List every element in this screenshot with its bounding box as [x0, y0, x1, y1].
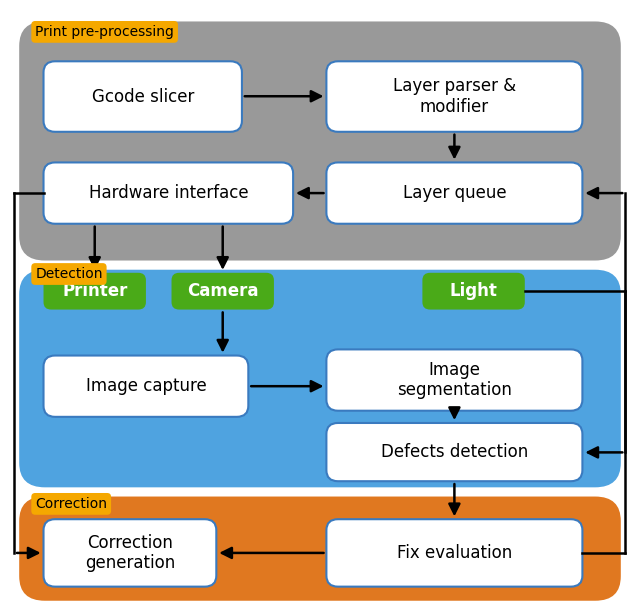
Text: Layer queue: Layer queue — [403, 184, 506, 202]
FancyBboxPatch shape — [44, 273, 146, 310]
FancyBboxPatch shape — [19, 21, 621, 261]
Text: Hardware interface: Hardware interface — [88, 184, 248, 202]
Text: Image capture: Image capture — [86, 377, 206, 395]
FancyBboxPatch shape — [326, 423, 582, 481]
FancyBboxPatch shape — [19, 270, 621, 487]
Text: Gcode slicer: Gcode slicer — [92, 88, 194, 105]
FancyBboxPatch shape — [19, 497, 621, 601]
FancyBboxPatch shape — [326, 162, 582, 224]
Text: Layer parser &
modifier: Layer parser & modifier — [393, 77, 516, 116]
FancyBboxPatch shape — [44, 61, 242, 132]
FancyBboxPatch shape — [44, 356, 248, 417]
Text: Correction
generation: Correction generation — [84, 533, 175, 573]
Text: Image
segmentation: Image segmentation — [397, 360, 512, 400]
Text: Detection: Detection — [35, 267, 102, 281]
Text: Camera: Camera — [187, 282, 259, 300]
FancyBboxPatch shape — [172, 273, 274, 310]
Text: Light: Light — [450, 282, 497, 300]
Text: Fix evaluation: Fix evaluation — [397, 544, 512, 562]
FancyBboxPatch shape — [326, 519, 582, 587]
Text: Print pre-processing: Print pre-processing — [35, 25, 174, 39]
FancyBboxPatch shape — [44, 162, 293, 224]
FancyBboxPatch shape — [326, 349, 582, 411]
Text: Defects detection: Defects detection — [381, 443, 528, 461]
Text: Printer: Printer — [62, 282, 127, 300]
FancyBboxPatch shape — [326, 61, 582, 132]
FancyBboxPatch shape — [422, 273, 525, 310]
Text: Correction: Correction — [35, 497, 108, 511]
FancyBboxPatch shape — [44, 519, 216, 587]
